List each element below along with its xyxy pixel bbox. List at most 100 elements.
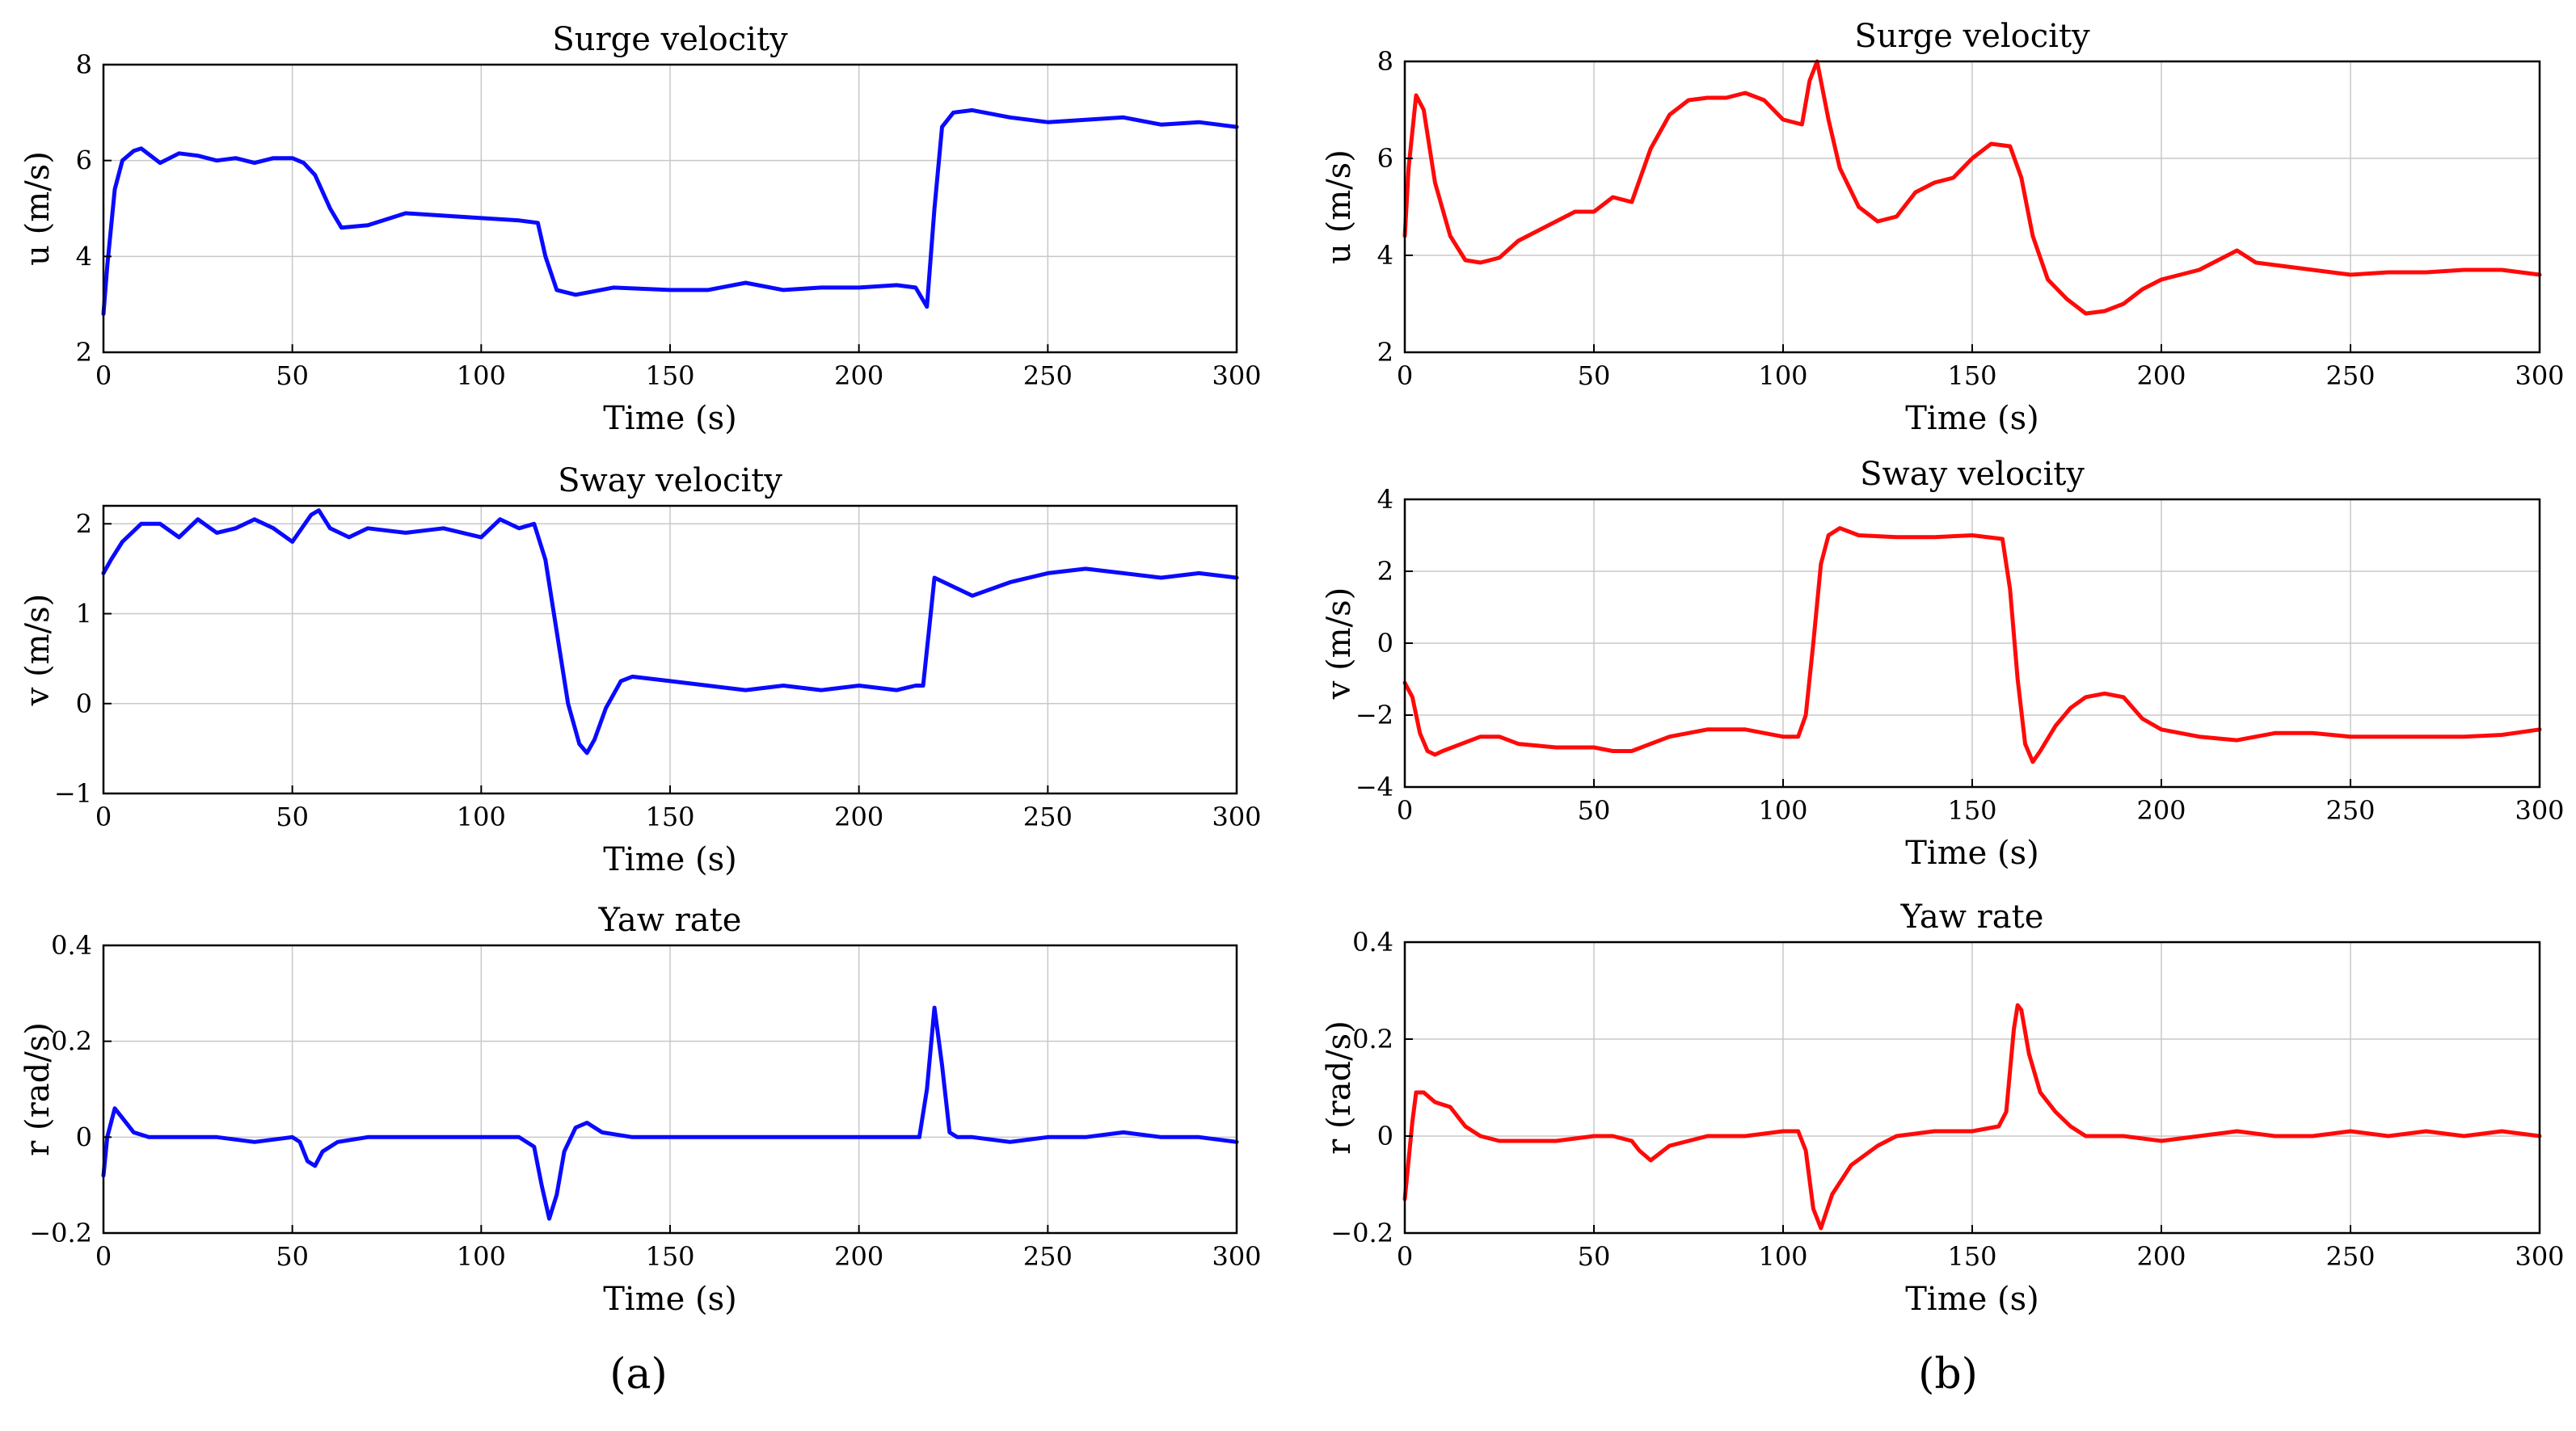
panel-a-chart-2-xtick-label-3: 150 — [645, 802, 694, 832]
panel-b-chart-2-ytick-label-2: 0 — [1377, 628, 1393, 659]
panel-b-chart-1-series-u-line — [1402, 59, 2542, 316]
panel-b-chart-2-ytick-label-4: 4 — [1377, 484, 1393, 515]
panel-b-chart-2-series-v-line — [1402, 526, 2542, 764]
panel-a-chart-3-xtick-label-1: 50 — [276, 1241, 309, 1272]
panel-b-chart-1-ylabel: u (m/s) — [1321, 149, 1358, 264]
panel-a-chart-1-series-u-line — [101, 107, 1239, 316]
panel-label-a: (a) — [609, 1350, 668, 1399]
panel-a-chart-3-xtick-label-6: 300 — [1212, 1241, 1261, 1272]
panel-a-chart-3-ylabel: r (rad/s) — [19, 1022, 57, 1156]
panel-b-chart-1-title: Surge velocity — [1854, 18, 2090, 55]
panel-a-chart-2-title: Sway velocity — [558, 462, 782, 499]
panel-a-chart-1-xtick-label-2: 100 — [457, 360, 506, 391]
panel-b-chart-3-xtick-label-3: 150 — [1947, 1241, 1996, 1272]
panel-a-chart-1-xtick-label-5: 250 — [1023, 360, 1073, 391]
panel-b-chart-2-ylabel: v (m/s) — [1321, 587, 1358, 700]
panel-b-chart-2-xtick-label-3: 150 — [1947, 795, 1996, 826]
panel-a-chart-1: 0 50 100 150 200 250 300 2 4 6 8 Surge velocity Time… — [19, 21, 1262, 437]
panel-b-chart-1-ytick-label-0: 2 — [1377, 337, 1393, 368]
panel-a-chart-3-xtick-label-5: 250 — [1023, 1241, 1073, 1272]
panel-a-chart-2-xlabel: Time (s) — [603, 841, 737, 878]
panel-a-chart-1-ylabel: u (m/s) — [19, 151, 57, 266]
panel-a-chart-2-xtick-label-0: 0 — [95, 802, 112, 832]
panel-b-chart-3-xtick-label-5: 250 — [2325, 1241, 2375, 1272]
panel-a-chart-1-ytick-label-1: 4 — [76, 241, 92, 271]
panel-b-chart-3-xtick-label-0: 0 — [1397, 1241, 1413, 1272]
panel-b-chart-3-xlabel: Time (s) — [1905, 1281, 2039, 1318]
panel-b-chart-2-ytick-label-3: 2 — [1377, 556, 1393, 587]
panel-a-chart-1-xtick-label-3: 150 — [645, 360, 694, 391]
panel-b-chart-3-xtick-label-1: 50 — [1578, 1241, 1611, 1272]
panel-a-chart-3-xtick-label-2: 100 — [457, 1241, 506, 1272]
panel-a-chart-1-title: Surge velocity — [552, 21, 788, 58]
panel-b-chart-2-xtick-label-1: 50 — [1578, 795, 1611, 826]
panel-b-chart-2: 0 50 100 150 200 250 300 −4 −2 0 2 4 Sway velocity Ti… — [1321, 456, 2565, 872]
panel-a-chart-2-xtick-label-6: 300 — [1212, 802, 1261, 832]
panel-b-chart-1-xtick-label-0: 0 — [1397, 360, 1413, 391]
panel-b-chart-3-ylabel: r (rad/s) — [1321, 1021, 1358, 1155]
panel-a-chart-1-ytick-label-0: 2 — [76, 337, 92, 368]
panel-a-chart-2-ytick-label-3: 2 — [76, 508, 92, 539]
panel-a-chart-2-series-v-line — [101, 508, 1239, 755]
panel-a-chart-3-ytick-label-0: −0.2 — [29, 1218, 92, 1248]
panel-a-chart-1-ytick-label-2: 6 — [76, 145, 92, 176]
panel-a-chart-1-xtick-label-0: 0 — [95, 360, 112, 391]
panel-a-chart-3-series-r-line — [101, 1005, 1239, 1221]
panel-b-chart-2-xtick-label-5: 250 — [2325, 795, 2375, 826]
panel-b-chart-3-series-r-line — [1402, 1003, 2542, 1231]
panel-a-chart-3-ytick-label-3: 0.4 — [51, 930, 92, 961]
panel-b-chart-1-xtick-label-1: 50 — [1578, 360, 1611, 391]
panel-a-chart-2-ytick-label-0: −1 — [54, 778, 92, 809]
panel-a-chart-2-xtick-label-1: 50 — [276, 802, 309, 832]
panel-b-chart-2-ytick-label-0: −4 — [1355, 772, 1393, 802]
panel-a-chart-2-ytick-label-2: 1 — [76, 599, 92, 629]
panel-b-chart-3-ytick-label-0: −0.2 — [1330, 1218, 1393, 1248]
panel-b-chart-2-ytick-label-1: −2 — [1355, 700, 1393, 730]
panel-b-chart-2-xtick-label-2: 100 — [1758, 795, 1807, 826]
panel-label-b: (b) — [1918, 1350, 1978, 1399]
panel-b-chart-2-title: Sway velocity — [1860, 456, 2085, 493]
panel-b-chart-3-xtick-label-2: 100 — [1758, 1241, 1807, 1272]
panel-b-chart-1: 0 50 100 150 200 250 300 2 4 6 8 Surge velocity Time… — [1321, 18, 2565, 437]
panel-a-chart-1-ytick-label-3: 8 — [76, 49, 92, 80]
panel-a-chart-3-xtick-label-4: 200 — [834, 1241, 883, 1272]
panel-a-chart-1-xtick-label-1: 50 — [276, 360, 309, 391]
panel-a-chart-3-ytick-label-2: 0.2 — [51, 1026, 92, 1057]
panel-a-chart-2-xtick-label-2: 100 — [457, 802, 506, 832]
panel-b-chart-2-xlabel: Time (s) — [1905, 835, 2039, 872]
panel-a-chart-1-xtick-label-4: 200 — [834, 360, 883, 391]
panel-b-chart-3-xtick-label-6: 300 — [2515, 1241, 2564, 1272]
panel-b-chart-3-ytick-label-1: 0 — [1377, 1121, 1393, 1151]
panel-a-chart-3-xtick-label-3: 150 — [645, 1241, 694, 1272]
panel-a-chart-1-xlabel: Time (s) — [603, 400, 737, 437]
panel-b-chart-1-xlabel: Time (s) — [1905, 400, 2039, 437]
panel-a-chart-2-xtick-label-5: 250 — [1023, 802, 1073, 832]
panel-a-chart-3-xlabel: Time (s) — [603, 1281, 737, 1318]
panel-b-chart-1-xtick-label-6: 300 — [2515, 360, 2564, 391]
panel-a-chart-3-xtick-label-0: 0 — [95, 1241, 112, 1272]
panel-b-chart-1-xtick-label-4: 200 — [2136, 360, 2186, 391]
panel-a-chart-3-ytick-label-1: 0 — [76, 1122, 92, 1152]
panel-b-chart-3-title: Yaw rate — [1900, 899, 2044, 936]
panel-a-chart-2-ytick-label-1: 0 — [76, 688, 92, 719]
panel-b-chart-3-ytick-label-2: 0.2 — [1352, 1024, 1393, 1054]
panel-b-chart-1-xtick-label-2: 100 — [1758, 360, 1807, 391]
panel-b-chart-1-ytick-label-3: 8 — [1377, 46, 1393, 77]
panel-b-chart-2-xtick-label-0: 0 — [1397, 795, 1413, 826]
panel-a-chart-3-title: Yaw rate — [598, 902, 742, 939]
panel-b-chart-2-xtick-label-6: 300 — [2515, 795, 2564, 826]
panel-b-chart-1-xtick-label-3: 150 — [1947, 360, 1996, 391]
panel-a-chart-1-xtick-label-6: 300 — [1212, 360, 1261, 391]
panel-b-chart-1-xtick-label-5: 250 — [2325, 360, 2375, 391]
panel-a-chart-2-ylabel: v (m/s) — [19, 594, 57, 706]
panel-b-chart-1-ytick-label-1: 4 — [1377, 240, 1393, 271]
panel-a-chart-2-xtick-label-4: 200 — [834, 802, 883, 832]
panel-b-chart-3-xtick-label-4: 200 — [2136, 1241, 2186, 1272]
panel-b-chart-3-ytick-label-3: 0.4 — [1352, 927, 1393, 958]
panel-b-chart-1-ytick-label-2: 6 — [1377, 143, 1393, 174]
